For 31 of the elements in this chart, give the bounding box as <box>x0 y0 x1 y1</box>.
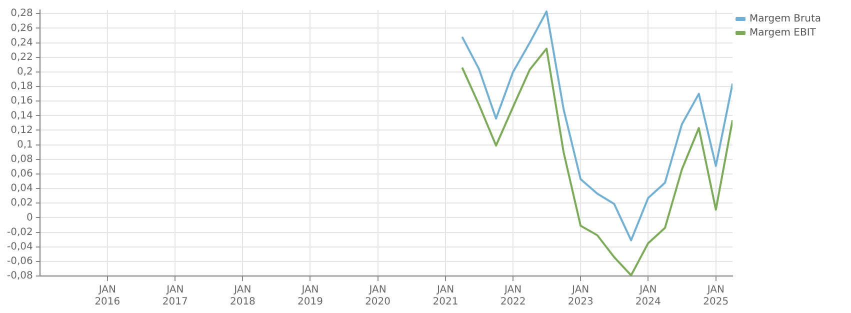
y-tick-label: 0,22 <box>10 52 33 63</box>
legend-label: Margem EBIT <box>750 28 817 39</box>
y-tick-label: 0,04 <box>10 183 33 194</box>
y-tick-label: -0,02 <box>7 226 33 238</box>
y-tick-label: 0,14 <box>10 110 33 122</box>
y-tick-label: 0,28 <box>10 8 33 20</box>
x-tick-label: JAN 2024 <box>635 284 661 308</box>
y-tick-label: 0,12 <box>10 124 33 136</box>
y-tick-label: 0 <box>26 212 33 224</box>
x-tick-label: JAN 2021 <box>432 284 458 308</box>
y-tick-label: 0,08 <box>10 154 33 165</box>
y-tick-label: 0,1 <box>16 139 33 150</box>
x-tick-label: JAN 2017 <box>162 284 188 308</box>
x-tick-label: JAN 2025 <box>703 284 729 308</box>
x-tick-label: JAN 2018 <box>230 284 256 308</box>
x-tick-label: JAN 2023 <box>568 284 594 308</box>
y-tick-label: 0,16 <box>10 96 33 107</box>
y-tick-label: 0,06 <box>10 168 33 180</box>
y-tick-label: 0,24 <box>10 37 33 48</box>
y-tick-label: 0,02 <box>10 198 33 209</box>
y-tick-label: 0,2 <box>16 66 33 78</box>
y-tick-label: 0,26 <box>10 22 33 34</box>
x-tick-label: JAN 2016 <box>94 284 120 308</box>
legend-label: Margem Bruta <box>750 14 822 25</box>
y-tick-label: -0,08 <box>7 270 33 282</box>
y-tick-label: 0,18 <box>10 81 33 92</box>
x-tick-label: JAN 2022 <box>500 284 526 308</box>
x-tick-label: JAN 2019 <box>298 284 323 308</box>
y-tick-label: -0,06 <box>7 256 33 268</box>
y-tick-label: -0,04 <box>7 241 33 252</box>
x-tick-label: JAN 2020 <box>365 284 391 308</box>
